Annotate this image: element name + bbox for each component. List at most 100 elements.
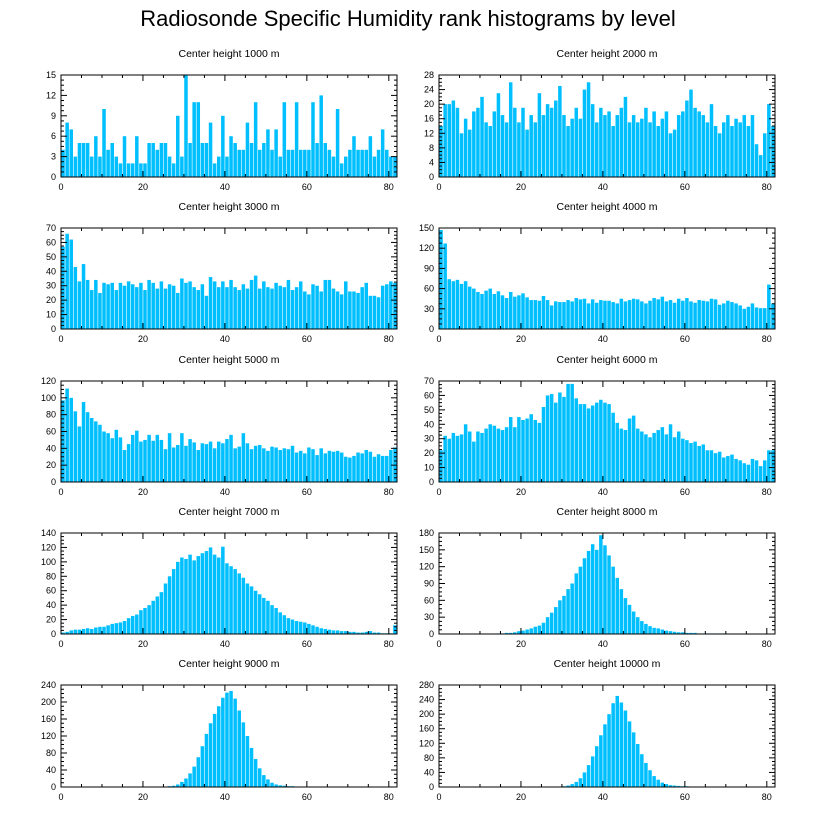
histogram-bar bbox=[372, 456, 377, 482]
histogram-bar bbox=[697, 445, 701, 482]
x-tick-label: 20 bbox=[138, 334, 148, 344]
histogram-bar bbox=[623, 96, 628, 177]
histogram-bar bbox=[352, 631, 356, 634]
histogram-bar bbox=[549, 305, 554, 329]
histogram-bar bbox=[652, 298, 656, 329]
histogram-bar bbox=[590, 544, 595, 634]
histogram-bar bbox=[750, 303, 755, 329]
histogram-bar bbox=[672, 129, 677, 177]
histogram-bar bbox=[517, 122, 521, 177]
histogram-bar bbox=[85, 412, 90, 482]
y-tick-label: 40 bbox=[46, 266, 56, 276]
histogram-bar bbox=[73, 629, 78, 634]
y-tick-label: 100 bbox=[41, 393, 56, 403]
histogram-bar bbox=[356, 149, 360, 177]
histogram-bar bbox=[151, 282, 155, 329]
y-tick-label: 20 bbox=[424, 99, 434, 109]
histogram-bar bbox=[513, 427, 517, 482]
histogram-bar bbox=[204, 551, 209, 634]
histogram-bar bbox=[155, 434, 160, 482]
histogram-bar bbox=[508, 632, 513, 634]
histogram-bar bbox=[196, 102, 201, 177]
histogram-bar bbox=[344, 456, 348, 482]
histogram-bar bbox=[627, 300, 632, 329]
histogram-bar bbox=[163, 143, 168, 177]
y-tick-label: 150 bbox=[419, 545, 434, 555]
y-tick-label: 24 bbox=[424, 85, 434, 95]
histogram-bar bbox=[566, 589, 570, 634]
histogram-bar bbox=[631, 298, 636, 329]
histogram-bar bbox=[229, 690, 233, 787]
histogram-bar bbox=[339, 294, 344, 329]
histogram-bar bbox=[274, 447, 278, 482]
y-tick-label: 140 bbox=[41, 528, 56, 538]
histogram-bar bbox=[713, 453, 718, 482]
histogram-panel-8: Center height 8000 m 0 20 40 60 80 0 30 60 90 120 1… bbox=[419, 506, 776, 649]
histogram-bar bbox=[274, 282, 278, 329]
histogram-bar bbox=[376, 297, 381, 329]
histogram-bar bbox=[94, 136, 98, 177]
histogram-bar bbox=[89, 156, 94, 177]
y-tick-label: 120 bbox=[419, 738, 434, 748]
y-tick-label: 0 bbox=[429, 324, 434, 334]
histogram-bar bbox=[746, 306, 751, 329]
histogram-bar bbox=[348, 149, 352, 177]
histogram-bar bbox=[212, 713, 217, 787]
histogram-bar bbox=[143, 439, 147, 482]
y-tick-label: 40 bbox=[46, 600, 56, 610]
histogram-bar bbox=[139, 441, 143, 482]
histogram-bar bbox=[122, 136, 127, 177]
x-tick-label: 40 bbox=[220, 487, 230, 497]
histogram-bar bbox=[529, 300, 533, 329]
histogram-bar bbox=[541, 622, 546, 634]
histogram-bar bbox=[681, 300, 685, 329]
histogram-bar bbox=[278, 285, 282, 329]
histogram-bar bbox=[192, 442, 196, 482]
histogram-bar bbox=[180, 781, 184, 787]
histogram-bar bbox=[767, 450, 771, 482]
histogram-bar bbox=[233, 448, 237, 482]
histogram-bar bbox=[65, 388, 69, 482]
histogram-bar bbox=[225, 439, 229, 482]
histogram-bar bbox=[327, 279, 332, 329]
histogram-bar bbox=[196, 757, 201, 787]
y-tick-label: 120 bbox=[41, 731, 56, 741]
histogram-bar bbox=[69, 397, 73, 482]
x-tick-label: 20 bbox=[138, 639, 148, 649]
histogram-bar bbox=[94, 279, 98, 329]
histogram-bar bbox=[180, 433, 184, 482]
histogram-bar bbox=[496, 428, 501, 482]
x-tick-label: 0 bbox=[436, 182, 441, 192]
y-tick-label: 80 bbox=[46, 571, 56, 581]
histogram-bar bbox=[676, 115, 681, 177]
y-tick-label: 60 bbox=[424, 595, 434, 605]
y-tick-label: 20 bbox=[46, 295, 56, 305]
histogram-bar bbox=[106, 625, 110, 634]
histogram-bar bbox=[335, 109, 340, 177]
histogram-bar bbox=[143, 608, 147, 634]
histogram-bar bbox=[77, 281, 82, 329]
histogram-bar bbox=[595, 122, 599, 177]
histogram-bar bbox=[709, 298, 714, 329]
histogram-bar bbox=[640, 754, 644, 787]
chart-main-title: Radiosonde Specific Humidity rank histog… bbox=[140, 6, 676, 31]
histogram-bar bbox=[200, 143, 205, 177]
histogram-bar bbox=[525, 129, 529, 177]
histogram-bar bbox=[200, 443, 205, 482]
histogram-bar bbox=[676, 298, 681, 329]
histogram-bar bbox=[106, 149, 110, 177]
histogram-bar bbox=[262, 281, 266, 329]
histogram-bar bbox=[521, 630, 525, 634]
histogram-bar bbox=[298, 621, 303, 634]
histogram-bar bbox=[504, 298, 509, 329]
histogram-bar bbox=[521, 419, 525, 482]
histogram-bar bbox=[681, 111, 685, 177]
histogram-bar bbox=[586, 550, 591, 634]
histogram-bar bbox=[631, 611, 636, 634]
x-tick-label: 40 bbox=[220, 792, 230, 802]
histogram-bar bbox=[685, 100, 689, 177]
histogram-bar bbox=[94, 421, 98, 482]
histogram-bar bbox=[294, 452, 299, 482]
histogram-bar bbox=[262, 143, 266, 177]
